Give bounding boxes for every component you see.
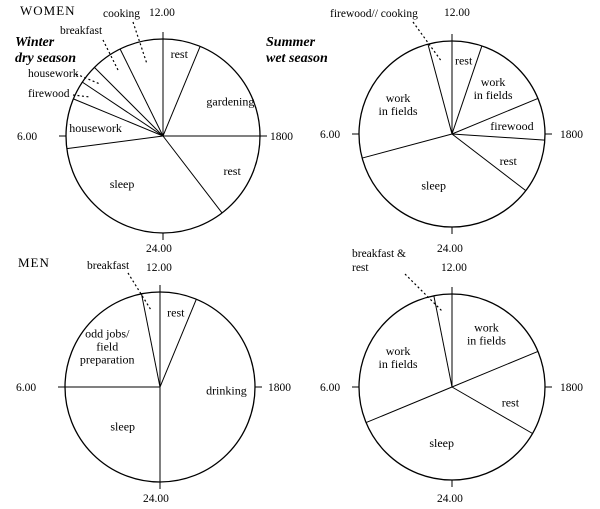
slice-label: sleep	[429, 436, 454, 450]
slice-label: rest	[223, 164, 241, 178]
winter-title-line1: Winter	[15, 35, 55, 50]
slice-boundary-line	[427, 44, 453, 135]
slice-label: firewood	[490, 119, 533, 133]
clock-label: 12.00	[441, 262, 467, 274]
clock-label: 1800	[268, 382, 291, 394]
slice-boundary-line	[451, 133, 527, 192]
clock-label: 6.00	[16, 382, 36, 394]
summer-title-line2: wet season	[266, 51, 328, 66]
slice-label: sleep	[110, 419, 135, 433]
winter-title-line2: dry season	[15, 51, 77, 66]
slice-label: work in fields	[379, 91, 418, 118]
slice-label: rest	[171, 47, 189, 61]
leader-line	[102, 39, 120, 73]
slice-boundary-line	[433, 295, 453, 388]
slice-boundary-line	[82, 81, 164, 137]
slice-label: sleep	[421, 179, 446, 193]
slice-label: gardening	[206, 95, 254, 109]
external-slice-label: housework	[28, 68, 79, 80]
slice-label: rest	[455, 54, 473, 68]
clock-label: 24.00	[143, 493, 169, 505]
slice-boundary-line	[451, 97, 539, 135]
clock-label: 1800	[560, 382, 583, 394]
clock-label: 24.00	[146, 243, 172, 255]
slice-label: work in fields	[379, 344, 418, 371]
women-section-label: WOMEN	[20, 3, 76, 18]
external-slice-label: firewood// cooking	[330, 8, 418, 20]
slice-label: drinking	[206, 383, 247, 397]
slice-boundary-line	[94, 67, 164, 137]
slice-label: sleep	[110, 177, 135, 191]
external-slice-label: firewood	[28, 88, 70, 100]
summer-season-title: Summer wet season	[266, 35, 328, 67]
leader-line	[404, 273, 444, 313]
slice-label: rest	[500, 154, 518, 168]
slice-boundary-line	[162, 135, 223, 214]
slice-boundary-line	[365, 386, 453, 424]
external-slice-label: breakfast & rest	[352, 248, 406, 274]
slice-boundary-line	[451, 45, 483, 135]
external-slice-label: breakfast	[87, 260, 130, 272]
slice-boundary-line	[162, 46, 201, 137]
slice-boundary-line	[140, 293, 161, 388]
clock-label: 1800	[560, 129, 583, 141]
leader-line	[132, 21, 148, 65]
slice-boundary-line	[451, 386, 533, 434]
clock-label: 6.00	[17, 131, 37, 143]
pie-women-winter-dry-season: 12.00 1800 24.00 6.00 rest gardening rest sleep…	[17, 7, 293, 255]
slice-label: work in fields	[467, 320, 506, 347]
winter-season-title: Winter dry season	[15, 35, 76, 67]
leader-line	[412, 21, 443, 63]
slice-boundary-line	[362, 133, 453, 159]
clock-label: 12.00	[146, 262, 172, 274]
slice-boundary-line	[73, 98, 164, 137]
slice-boundary-line	[451, 133, 545, 141]
leader-line	[127, 272, 152, 311]
slice-boundary-line	[159, 299, 197, 388]
clock-label: 12.00	[149, 7, 175, 19]
clock-label: 12.00	[444, 7, 470, 19]
slice-label: rest	[167, 306, 185, 320]
leader-line	[72, 94, 91, 98]
clock-label: 6.00	[320, 129, 340, 141]
clock-label: 6.00	[320, 382, 340, 394]
clock-label: 24.00	[437, 243, 463, 255]
pie-men-winter-dry-season: 12.00 1800 24.00 6.00 rest drinking sleep odd j…	[16, 260, 291, 505]
external-slice-label: breakfast	[60, 25, 103, 37]
clock-label: 1800	[270, 131, 293, 143]
external-slice-label: cooking	[103, 8, 140, 20]
slice-label: odd jobs/field preparation	[80, 327, 135, 367]
slice-boundary-line	[451, 350, 539, 388]
slice-boundary-line	[66, 135, 164, 150]
slice-label: housework	[69, 121, 122, 135]
men-section-label: MEN	[18, 255, 50, 270]
summer-title-line1: Summer	[266, 35, 316, 50]
clock-label: 24.00	[437, 493, 463, 505]
slice-label: rest	[502, 396, 520, 410]
pie-men-summer-wet-season: 12.00 1800 24.00 6.00 work in fields rest sleep…	[320, 248, 583, 505]
slice-label: work in fields	[474, 75, 513, 102]
slice-boundary-line	[119, 48, 164, 137]
